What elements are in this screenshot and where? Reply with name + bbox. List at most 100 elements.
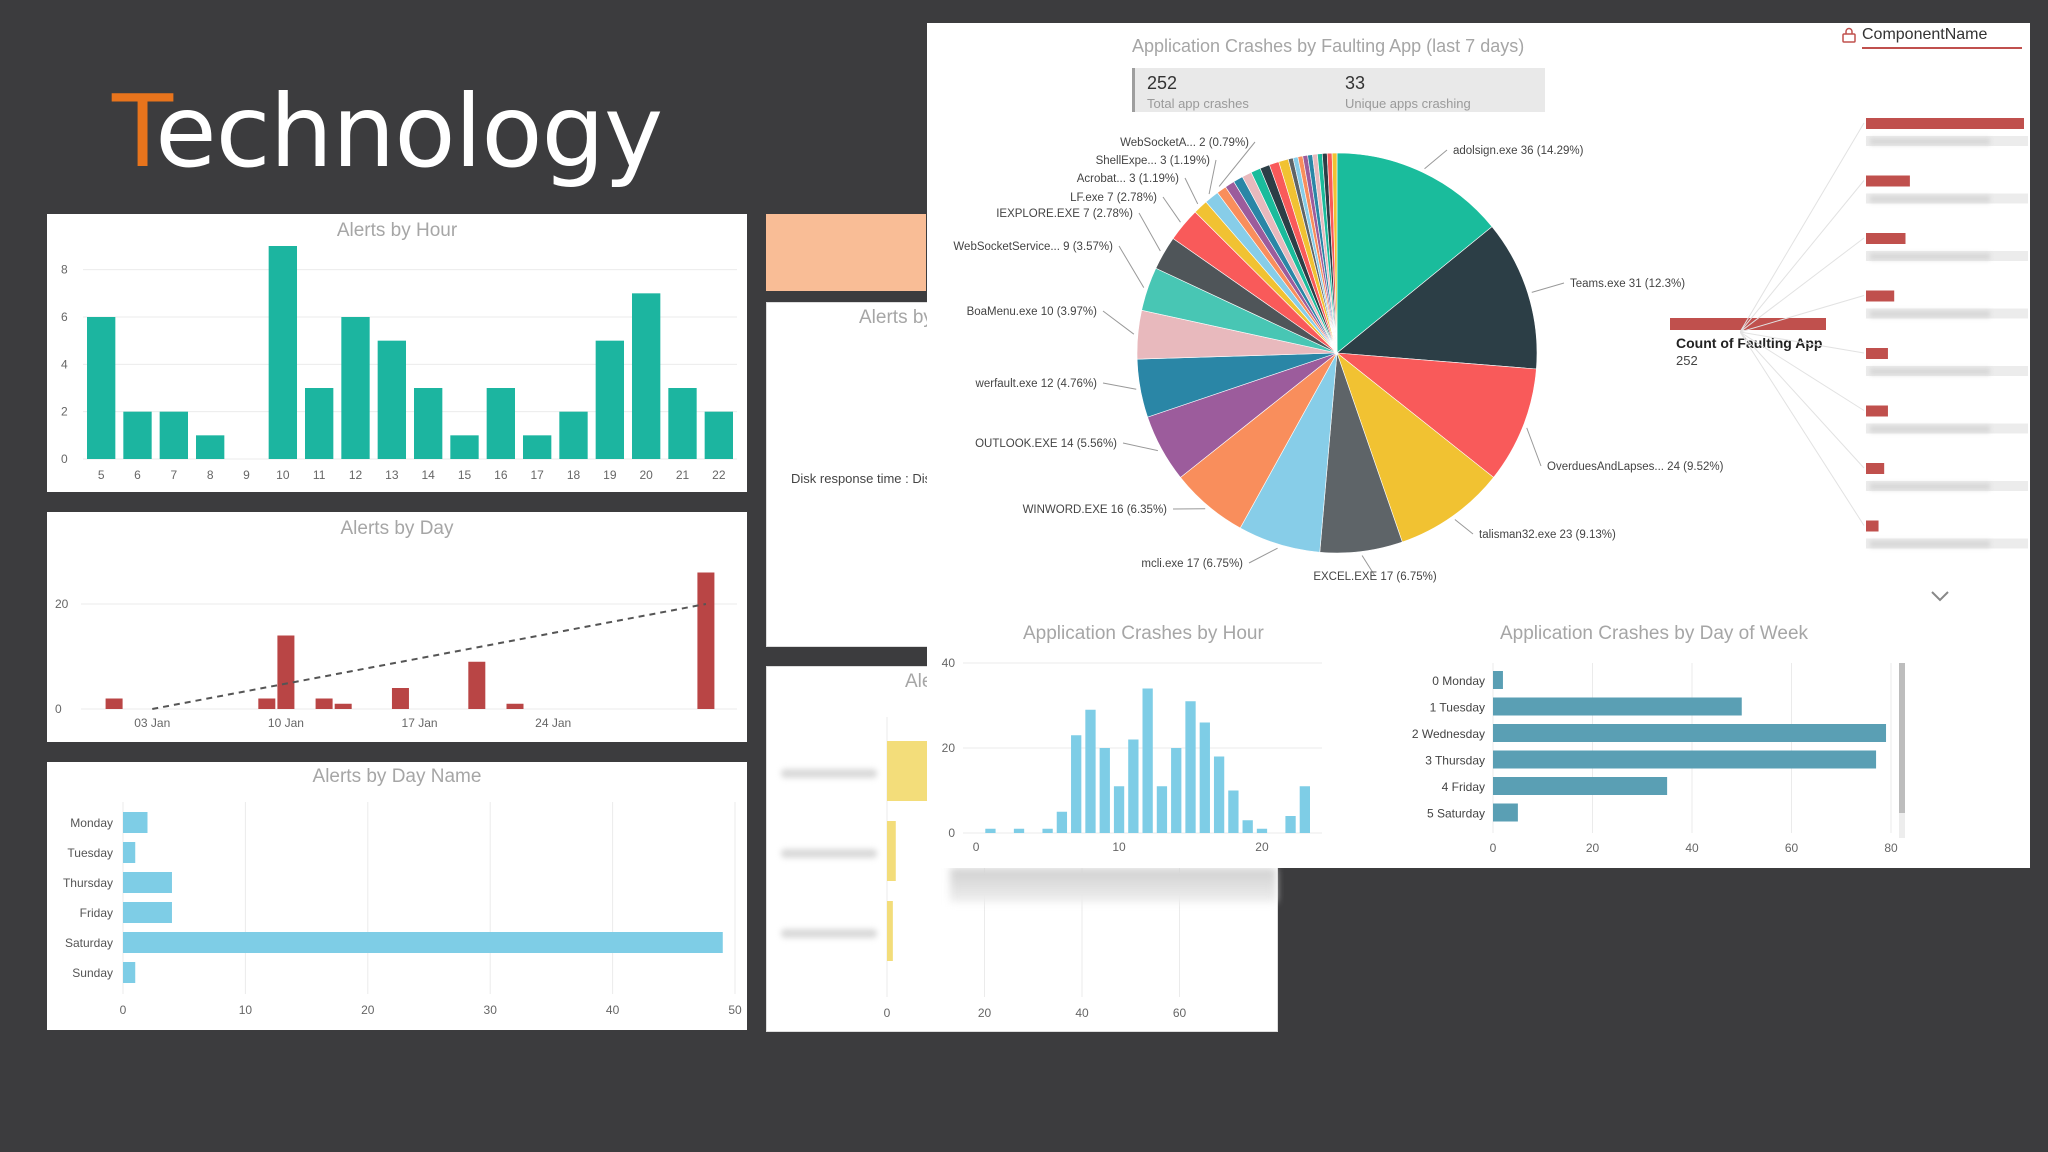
category-label: Sunday <box>72 966 113 980</box>
connector-line <box>1740 331 1865 469</box>
bar <box>195 435 225 459</box>
x-tick-label: 21 <box>676 468 690 482</box>
decomposition-root-bar[interactable] <box>1670 318 1826 330</box>
alerts-by-day-name-chart: 0 10 20 30 40 50 Monday Tuesday Thursday Friday Sa… <box>63 802 742 1017</box>
alerts-by-hour-panel[interactable]: Alerts by Hour 0 2 4 6 8 5 6 7 8 9 10 11 12 13 14 15 16 1… <box>47 214 747 492</box>
bar <box>697 572 715 709</box>
pie-slice-label: WebSocketService... 9 (3.57%) <box>953 241 1113 253</box>
bar <box>1042 828 1053 833</box>
bar <box>123 902 172 923</box>
alerts-by-hour-chart: 0 2 4 6 8 5 6 7 8 9 10 11 12 13 14 15 16 17 18 19 20 21 22 <box>61 246 737 482</box>
x-tick-label: 60 <box>1173 1006 1187 1020</box>
partial-title-alerts-by: Alerts by <box>859 307 933 328</box>
disk-panel[interactable]: Alerts by Disk response time : Disk <box>766 302 948 647</box>
x-tick-label: 80 <box>1884 841 1898 855</box>
bar <box>86 317 116 459</box>
blurred-label <box>1870 195 1990 203</box>
alerts-by-day-chart: 0 20 03 Jan 10 Jan 17 Jan 24 Jan <box>55 572 737 730</box>
blurred-label <box>1870 425 1990 433</box>
decomposition-tree[interactable] <box>1740 100 2040 570</box>
leader-line <box>1162 196 1181 223</box>
x-tick-label: 24 Jan <box>535 716 571 730</box>
x-tick-label: 40 <box>606 1003 620 1017</box>
bar <box>1493 724 1887 742</box>
leader-line <box>1526 427 1542 467</box>
blurred-label <box>781 769 877 778</box>
bar <box>887 901 893 961</box>
alerts-by-day-name-title: Alerts by Day Name <box>312 766 482 787</box>
bar <box>1013 828 1025 833</box>
x-tick-label: 10 <box>276 468 290 482</box>
connector-line <box>1740 237 1865 333</box>
crash-dashboard-panel[interactable]: Application Crashes by Faulting App (las… <box>927 23 2030 868</box>
blurred-label <box>1870 310 1990 318</box>
bar <box>1085 709 1096 833</box>
unique-apps-label: Unique apps crashing <box>1345 96 1471 111</box>
leader-line <box>1424 149 1448 170</box>
pie-slice-label: mcli.exe 17 (6.75%) <box>1141 558 1243 570</box>
bar <box>1866 405 1888 417</box>
component-name-filter[interactable]: ComponentName <box>1862 26 2022 49</box>
x-tick-label: 0 <box>973 840 980 854</box>
pie-slice-label: BoaMenu.exe 10 (3.97%) <box>967 306 1098 318</box>
leader-line <box>1102 310 1135 335</box>
leader-line <box>1248 547 1278 564</box>
slide-title-accent-letter: T <box>112 73 156 190</box>
bar <box>1199 722 1210 833</box>
bar <box>668 388 697 459</box>
leader-line <box>1208 159 1217 195</box>
x-tick-label: 0 <box>1490 841 1497 855</box>
x-tick-label: 30 <box>484 1003 498 1017</box>
alerts-by-day-panel[interactable]: Alerts by Day 0 20 03 Jan 10 Jan 17 Jan 24 Ja… <box>47 512 747 742</box>
bar <box>1866 233 1906 244</box>
y-tick-label: 0 <box>948 826 955 840</box>
decomposition-measure-value: 252 <box>1676 353 1698 368</box>
pie-slice <box>1336 352 1495 543</box>
lock-icon[interactable] <box>1842 27 1856 43</box>
x-tick-label: 19 <box>603 468 617 482</box>
category-label: 3 Thursday <box>1425 754 1485 768</box>
total-app-crashes-value: 252 <box>1147 73 1178 93</box>
unique-apps-value: 33 <box>1345 73 1366 93</box>
x-tick-label: 10 <box>1112 840 1126 854</box>
bar <box>123 411 152 459</box>
bar <box>985 828 996 833</box>
alerts-by-day-name-panel[interactable]: Alerts by Day Name 0 10 20 30 40 50 Monday Tues… <box>47 762 747 1030</box>
x-tick-label: 40 <box>1685 841 1699 855</box>
bar <box>1113 786 1125 833</box>
bar <box>1171 748 1182 833</box>
bar <box>1213 756 1225 833</box>
pie-slice-label: Teams.exe 31 (12.3%) <box>1570 278 1685 290</box>
bar <box>123 812 148 833</box>
chevron-down-icon[interactable] <box>1930 590 1950 602</box>
pie-slice-label: adolsign.exe 36 (14.29%) <box>1453 145 1584 157</box>
x-tick-label: 6 <box>134 468 141 482</box>
leader-line <box>1531 282 1565 293</box>
connector-line <box>1740 295 1865 333</box>
pie-slice-label: ShellExpe... 3 (1.19%) <box>1096 155 1211 167</box>
y-tick-label: 2 <box>61 405 68 419</box>
blurred-label <box>781 849 877 858</box>
decomposition-measure-label: Count of Faulting App <box>1676 335 1823 351</box>
slide-title-rest: echnology <box>155 73 663 190</box>
bar <box>268 246 298 459</box>
y-tick-label: 6 <box>61 310 68 324</box>
bar <box>304 388 334 459</box>
y-tick-label: 8 <box>61 263 68 277</box>
leader-line <box>1122 442 1158 452</box>
pie-slice-label: werfault.exe 12 (4.76%) <box>975 378 1098 390</box>
category-label: Saturday <box>65 936 113 950</box>
bar <box>1071 735 1082 833</box>
leader-line <box>1184 177 1199 205</box>
bar <box>468 661 486 709</box>
x-tick-label: 11 <box>313 468 326 482</box>
bar <box>1866 463 1885 474</box>
bar <box>377 340 407 459</box>
x-tick-label: 0 <box>884 1006 891 1020</box>
slide-title: Technology <box>112 82 663 182</box>
pie-slice-label: talisman32.exe 23 (9.13%) <box>1479 529 1616 541</box>
category-label: Friday <box>80 906 113 920</box>
bar <box>1299 786 1310 833</box>
bar <box>1185 701 1196 833</box>
category-label: 1 Tuesday <box>1430 701 1485 715</box>
